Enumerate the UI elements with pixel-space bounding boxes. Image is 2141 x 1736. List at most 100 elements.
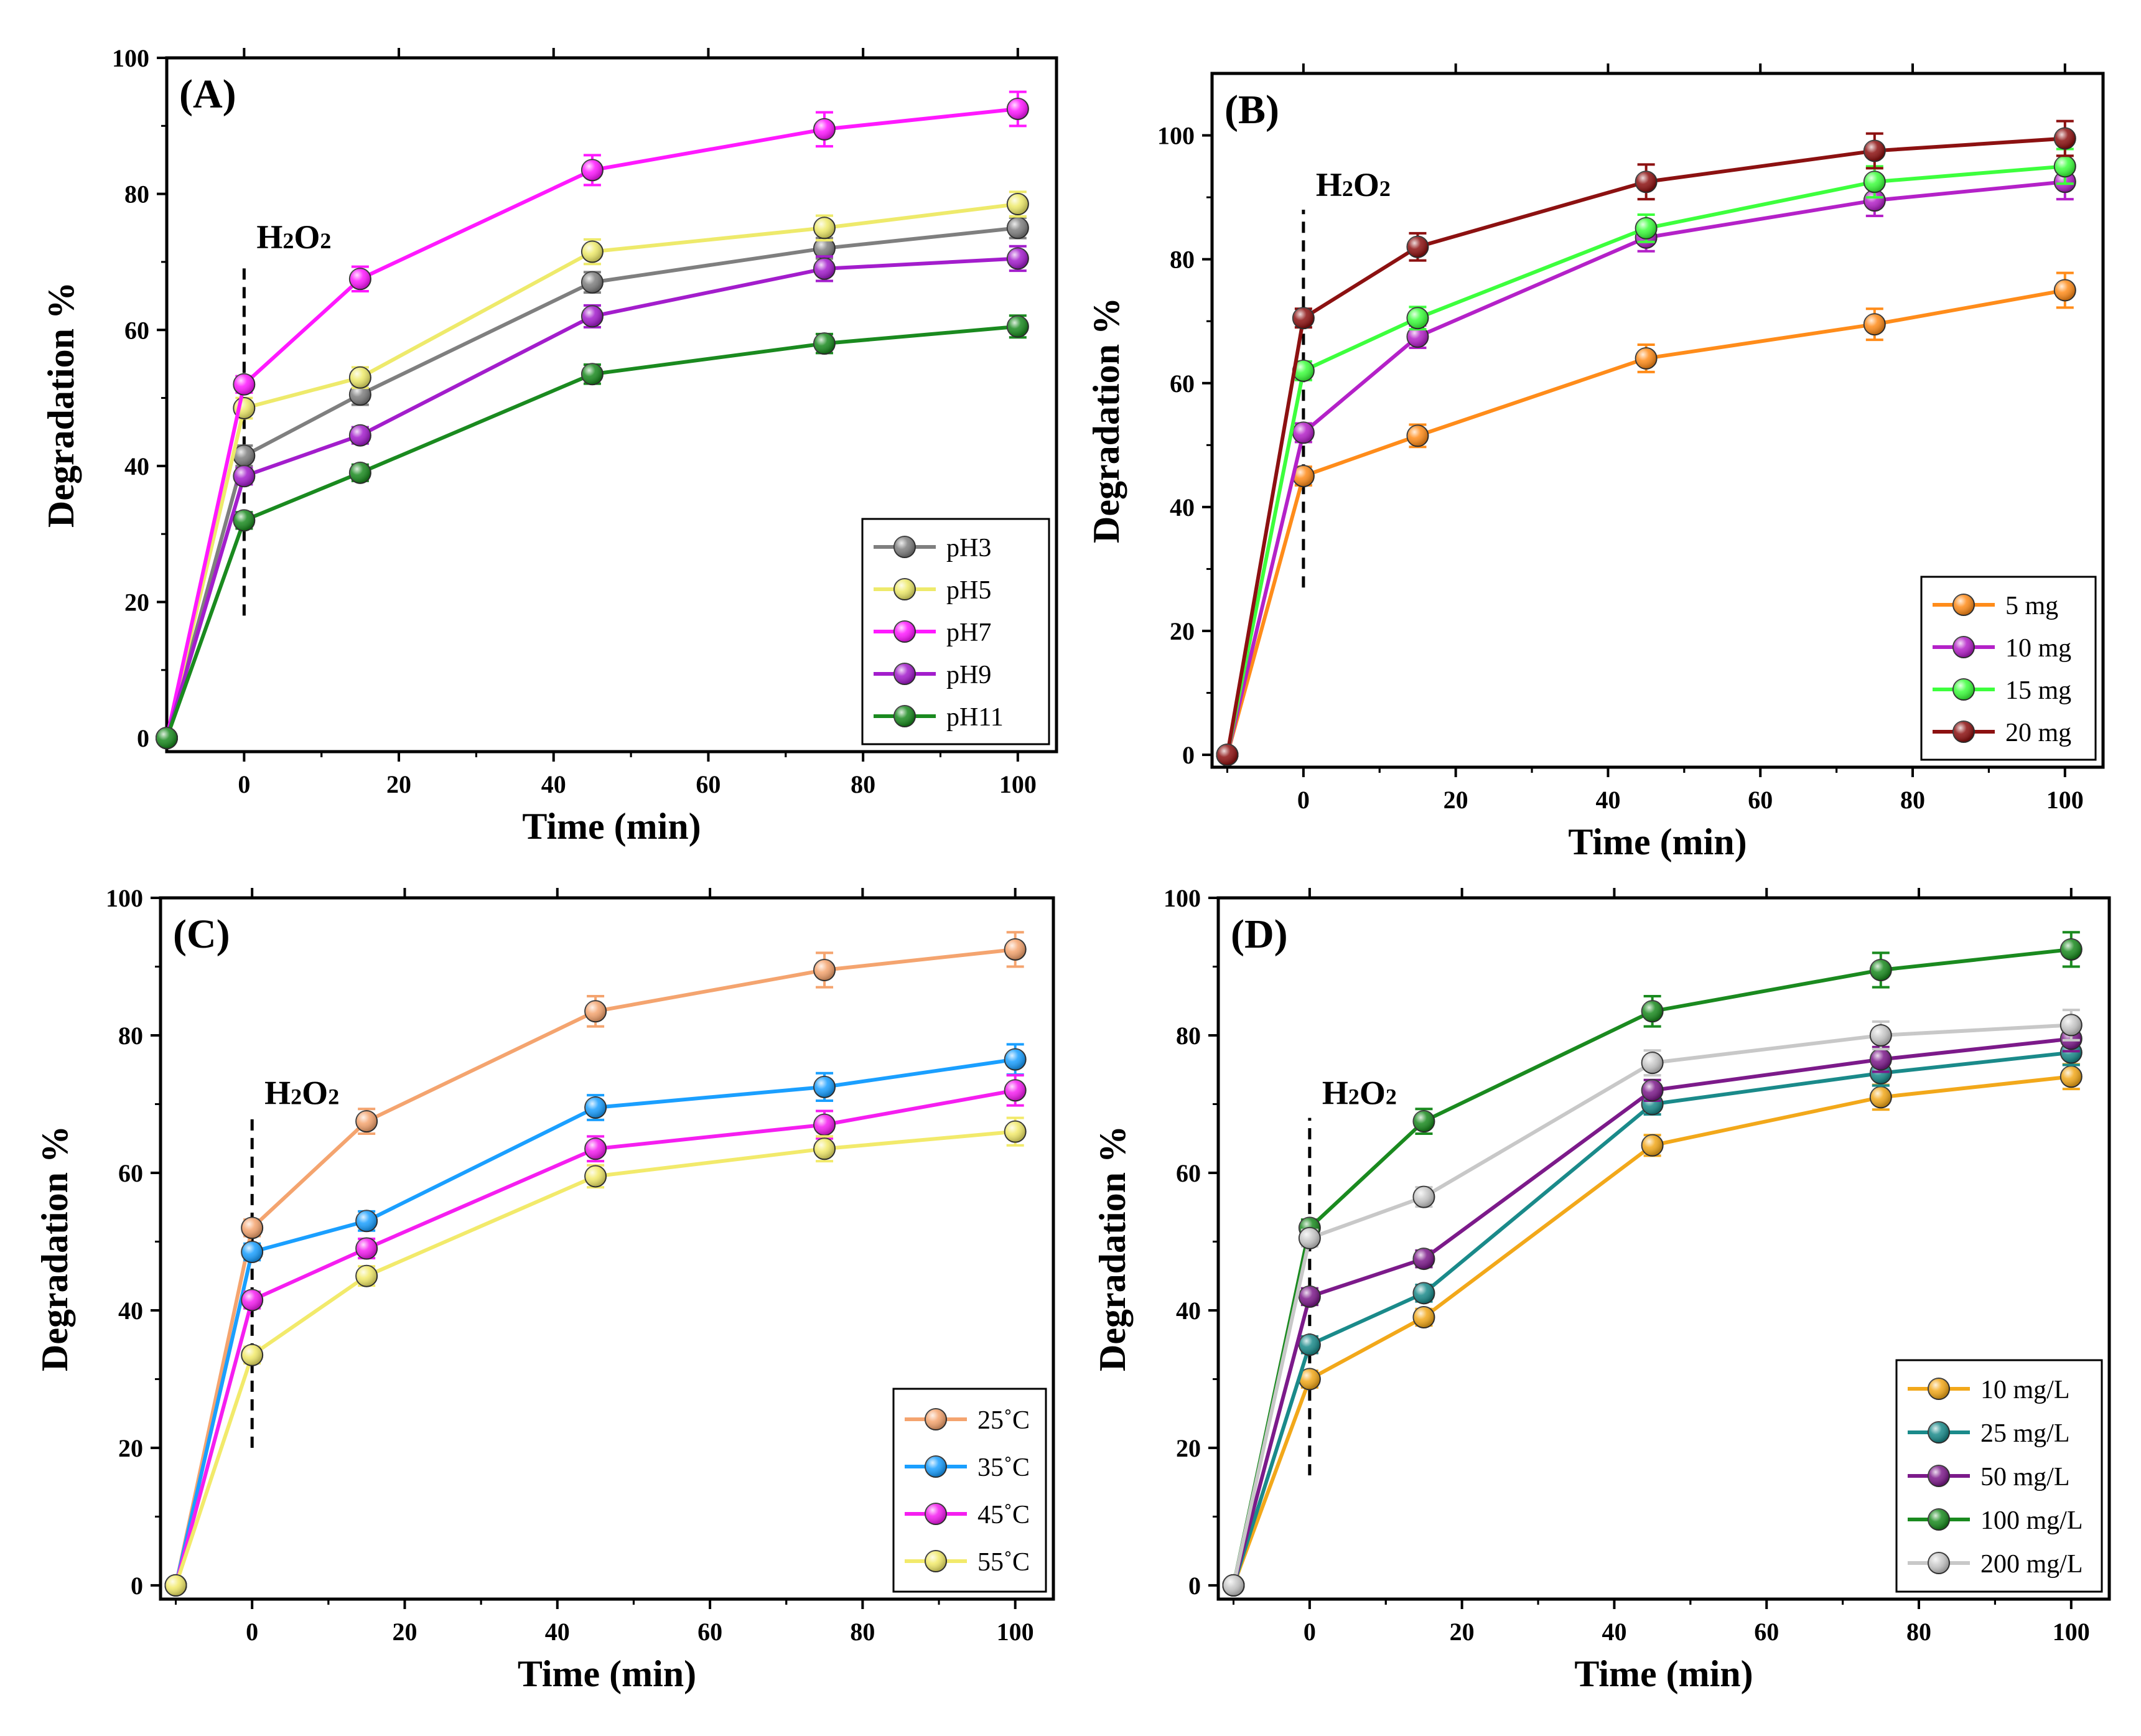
legend-swatch-highlight bbox=[925, 1503, 946, 1524]
y-tick-label: 60 bbox=[1176, 1159, 1201, 1187]
x-tick-label: 40 bbox=[1602, 1618, 1626, 1646]
x-tick-label: 60 bbox=[1754, 1618, 1779, 1646]
series-20-mg bbox=[1216, 119, 2076, 767]
data-point-highlight bbox=[1413, 1186, 1435, 1208]
data-point-highlight bbox=[1223, 1574, 1244, 1596]
x-tick-label: 60 bbox=[697, 1618, 722, 1646]
legend-label: pH7 bbox=[946, 618, 991, 647]
data-point-highlight bbox=[233, 465, 255, 487]
legend-swatch-highlight bbox=[894, 579, 915, 600]
x-tick-label: 0 bbox=[238, 770, 250, 798]
data-point-highlight bbox=[1407, 236, 1429, 258]
data-point-highlight bbox=[1413, 1282, 1435, 1304]
y-tick-label: 80 bbox=[1176, 1022, 1201, 1050]
data-point-highlight bbox=[1863, 190, 1885, 212]
legend-label: pH5 bbox=[946, 576, 991, 605]
series-line bbox=[1225, 136, 2065, 755]
series-ph11 bbox=[156, 314, 1029, 750]
y-tick-label: 100 bbox=[1157, 122, 1195, 150]
panel-label: (B) bbox=[1224, 87, 1279, 133]
panel-label: (C) bbox=[173, 912, 230, 957]
h2o2-annotation: H2O2 bbox=[1316, 166, 1391, 203]
legend-swatch-highlight bbox=[1928, 1378, 1949, 1399]
data-point-highlight bbox=[813, 118, 835, 140]
legend-label: 100 mg/L bbox=[1980, 1506, 2083, 1535]
legend-swatch-highlight bbox=[1953, 679, 1974, 700]
data-point-highlight bbox=[585, 1096, 607, 1118]
panel-d: 0 20 40 60 80 100 0 20 40 60 80 100 Time (min) Degrad… bbox=[1092, 884, 2111, 1694]
data-point-highlight bbox=[1863, 140, 1885, 162]
data-point-highlight bbox=[2060, 938, 2082, 960]
legend-swatch-highlight bbox=[894, 663, 915, 684]
legend-label: 20 mg bbox=[2005, 719, 2071, 747]
data-point-highlight bbox=[1292, 465, 1314, 487]
y-axis-title: Degradation % bbox=[34, 1126, 75, 1371]
data-point-highlight bbox=[814, 959, 836, 981]
legend: pH3 pH5 pH7 pH9 pH11 bbox=[861, 518, 1050, 745]
x-tick-label: 80 bbox=[1906, 1618, 1931, 1646]
x-tick-label: 80 bbox=[1900, 786, 1925, 814]
x-axis-title: Time (min) bbox=[522, 806, 701, 847]
y-tick-label: 40 bbox=[124, 452, 149, 480]
legend-label: 15 mg bbox=[2005, 676, 2071, 705]
x-tick-label: 60 bbox=[696, 770, 721, 798]
series-line bbox=[1225, 164, 2066, 755]
data-point-highlight bbox=[233, 510, 255, 531]
series-line bbox=[174, 947, 1015, 1586]
h2o2-annotation: H2O2 bbox=[256, 218, 331, 256]
x-tick-label: 0 bbox=[1297, 786, 1310, 814]
y-tick-label: 0 bbox=[1188, 1572, 1201, 1600]
y-tick-label: 80 bbox=[1170, 246, 1195, 274]
data-point-highlight bbox=[813, 238, 835, 259]
x-tick-label: 20 bbox=[392, 1618, 417, 1646]
y-axis-title: Degradation % bbox=[40, 282, 82, 528]
series-ph7 bbox=[156, 90, 1029, 750]
series-line bbox=[165, 324, 1019, 739]
legend-box bbox=[892, 1388, 1047, 1593]
data-point-highlight bbox=[585, 1138, 607, 1160]
x-tick-label: 100 bbox=[2053, 1618, 2090, 1646]
x-tick-label: 80 bbox=[850, 1618, 875, 1646]
data-point-highlight bbox=[1299, 1286, 1320, 1307]
x-tick-label: 100 bbox=[997, 1618, 1034, 1646]
legend-label: 200 mg/L bbox=[1980, 1550, 2083, 1579]
legend-swatch-highlight bbox=[894, 621, 915, 642]
data-point-highlight bbox=[1007, 248, 1029, 269]
x-tick-label: 40 bbox=[1595, 786, 1620, 814]
data-point-highlight bbox=[1004, 938, 1026, 960]
legend-label: pH11 bbox=[946, 703, 1004, 732]
y-tick-label: 100 bbox=[1164, 884, 1201, 912]
data-point-highlight bbox=[581, 271, 603, 293]
data-point-highlight bbox=[2054, 156, 2076, 177]
x-tick-label: 100 bbox=[2046, 786, 2084, 814]
y-tick-label: 80 bbox=[124, 180, 149, 208]
series-10-mg-l bbox=[1222, 1063, 2083, 1597]
data-point-highlight bbox=[581, 306, 603, 327]
legend-swatch-highlight bbox=[1953, 637, 1974, 658]
data-point-highlight bbox=[349, 384, 371, 406]
data-point-highlight bbox=[1292, 307, 1314, 329]
data-point-highlight bbox=[1863, 314, 1885, 335]
legend-label: 35˚C bbox=[977, 1454, 1030, 1482]
legend-swatch-highlight bbox=[894, 536, 915, 558]
data-point-highlight bbox=[1007, 194, 1029, 215]
data-point-highlight bbox=[1413, 1248, 1435, 1270]
data-point-highlight bbox=[1870, 1086, 1891, 1108]
series-line bbox=[165, 256, 1018, 739]
data-point-highlight bbox=[1641, 1134, 1663, 1156]
data-point-highlight bbox=[1007, 98, 1029, 119]
series-line bbox=[165, 226, 1019, 739]
x-tick-label: 40 bbox=[541, 770, 566, 798]
legend: 5 mg 10 mg 15 mg 20 mg bbox=[1920, 576, 2097, 761]
series-line bbox=[174, 1088, 1016, 1586]
plot-frame bbox=[1216, 896, 2111, 1601]
legend-swatch-highlight bbox=[1953, 594, 1974, 615]
data-point-highlight bbox=[241, 1241, 263, 1263]
panel-a: 0 20 40 60 80 100 0 20 40 60 80 100 Time (min) Degrad… bbox=[40, 44, 1058, 847]
x-tick-label: 80 bbox=[851, 770, 875, 798]
data-point-highlight bbox=[241, 1217, 263, 1239]
legend: 25˚C 35˚C 45˚C 55˚C bbox=[892, 1388, 1047, 1593]
data-point-highlight bbox=[581, 159, 603, 181]
legend-swatch-highlight bbox=[925, 1456, 946, 1477]
data-point-highlight bbox=[1413, 1306, 1435, 1328]
